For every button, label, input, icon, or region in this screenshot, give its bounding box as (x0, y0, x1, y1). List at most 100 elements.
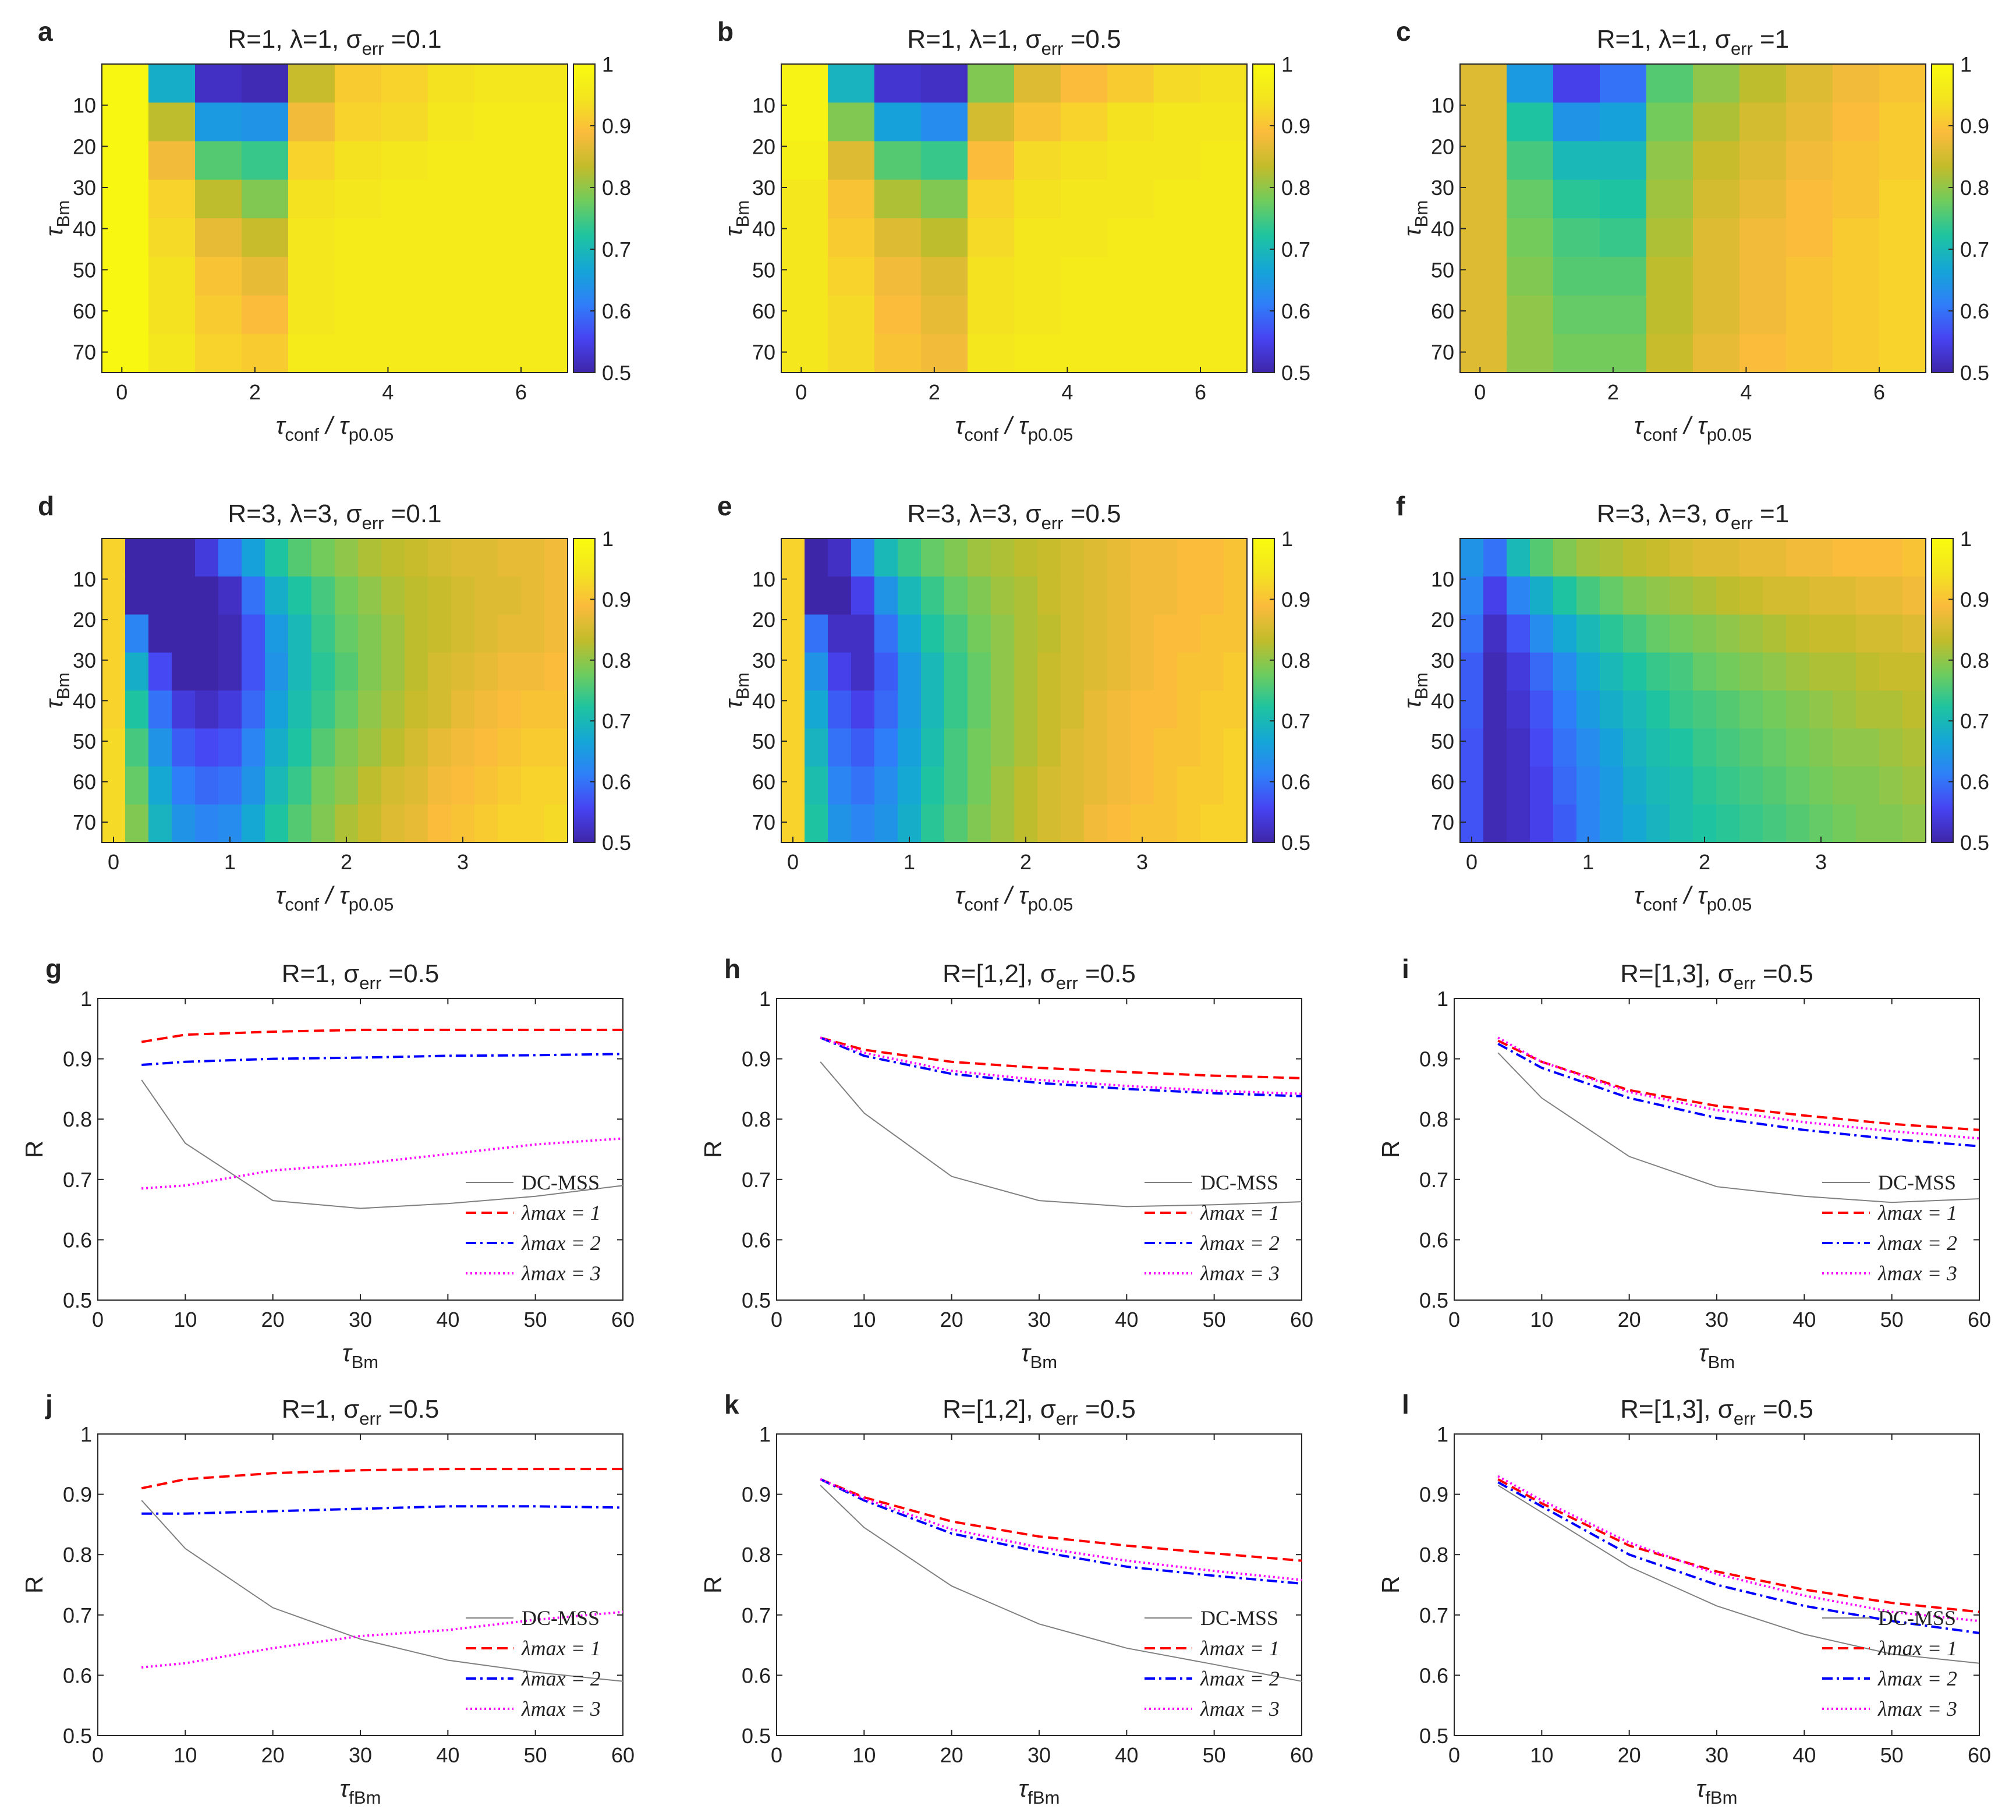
y-tick-label: 60 (752, 770, 775, 794)
heatmap-cell (1809, 576, 1833, 615)
heatmap-cell (1061, 218, 1108, 257)
heatmap-cell (1693, 334, 1740, 373)
heatmap-cell (335, 102, 382, 142)
heatmap-cell (921, 334, 968, 373)
heatmap-cell (242, 102, 289, 142)
title-subscript: err (1041, 38, 1064, 59)
heatmap-cell (195, 334, 242, 373)
heatmap-cell (1177, 652, 1201, 691)
heatmap-cell (242, 728, 265, 767)
heatmap-cell (1879, 141, 1926, 180)
ylabel-main: τ (1398, 226, 1426, 236)
heatmap-cell (242, 539, 265, 577)
heatmap-cell (1600, 539, 1624, 577)
colorbar-tick-label: 0.5 (1281, 361, 1310, 385)
heatmap-cell (102, 652, 126, 691)
y-tick-label: 50 (1431, 258, 1454, 282)
heatmap-cell (1553, 257, 1600, 296)
heatmap-cell (265, 614, 289, 653)
x-tick-label: 0 (771, 1743, 782, 1767)
heatmap-cell (474, 728, 498, 767)
heatmap-cell (288, 652, 312, 691)
series-line-lmax3 (141, 1610, 623, 1669)
heatmap-cell (1576, 576, 1600, 615)
heatmap-cell (428, 804, 452, 843)
xlabel-main: τ (1021, 1339, 1032, 1366)
heatmap-cell (1483, 614, 1507, 653)
heatmap-cell (498, 614, 522, 653)
heatmap-cell (1177, 539, 1201, 577)
heatmap-cell (335, 652, 359, 691)
heatmap-cell (968, 257, 1015, 296)
heatmap-cell (1507, 334, 1554, 373)
panel-g: 0 10 20 30 40 50 60 0.5 0.6 0.7 0.8 0.9 1 DC-MSS λmax … (20, 954, 635, 1372)
heatmap-cell (102, 179, 149, 219)
heatmap-cell (521, 141, 568, 180)
heatmap-cell (1507, 728, 1530, 767)
x-tick-label: 10 (1530, 1743, 1553, 1767)
heatmap-cell (1879, 295, 1926, 335)
colorbar-tick-label: 0.6 (1281, 770, 1310, 794)
xlabel-mid: / τ (998, 881, 1029, 909)
heatmap-cell (102, 295, 149, 335)
heatmap-cell (498, 766, 522, 805)
y-tick-label: 0.5 (742, 1724, 771, 1748)
heatmap-cell (805, 728, 828, 767)
heatmap-cell (1879, 804, 1903, 843)
y-tick-label: 1 (759, 1422, 771, 1446)
colorbar-tick-label: 0.6 (1281, 299, 1310, 323)
heatmap-cell (898, 728, 922, 767)
heatmap-cell (1507, 64, 1554, 103)
heatmap-cell (805, 539, 828, 577)
heatmap-cell (1646, 652, 1670, 691)
heatmap-cell (242, 179, 289, 219)
heatmap-cell (1200, 179, 1248, 219)
heatmap-cell (311, 576, 335, 615)
heatmap-cell (1553, 218, 1600, 257)
heatmap-cell (172, 539, 196, 577)
plot-frame (1459, 538, 1926, 843)
heatmap-cell (1460, 218, 1507, 257)
y-tick-label: 0.6 (1419, 1663, 1448, 1687)
title-subscript: err (1734, 973, 1756, 993)
heatmap-cell (1670, 728, 1693, 767)
heatmap-cell (1014, 179, 1061, 219)
heatmap-cell (521, 652, 545, 691)
title-end: =0.5 (1063, 500, 1121, 528)
x-axis-label: τBm (1699, 1339, 1735, 1372)
x-tick-label: 20 (261, 1743, 285, 1767)
heatmap-cell (148, 804, 172, 843)
panel-j: 0 10 20 30 40 50 60 0.5 0.6 0.7 0.8 0.9 1 DC-MSS λmax … (20, 1389, 635, 1808)
panel-letter: d (38, 491, 54, 521)
title-main: R=1, σ (282, 959, 360, 988)
x-tick-label: 0 (795, 380, 807, 404)
legend-entry-lmax2: λmax = 2 (1877, 1667, 1957, 1690)
heatmap-cell (172, 652, 196, 691)
colorbar-tick-label: 0.9 (1960, 114, 1989, 138)
heatmap-cell (1507, 539, 1530, 577)
series-line-dc_mss (820, 1061, 1302, 1208)
heatmap-cell (944, 652, 968, 691)
x-tick-label: 50 (1203, 1308, 1226, 1332)
heatmap-cell (288, 334, 335, 373)
xlabel-subscript-2: p0.05 (1707, 424, 1752, 445)
panel-title: R=1, λ=1, σerr =1 (1597, 25, 1789, 59)
heatmap-cell (1107, 766, 1131, 805)
heatmap-cell (1833, 576, 1856, 615)
heatmap-cell (1856, 766, 1880, 805)
y-tick-label: 70 (1431, 341, 1454, 364)
heatmap-cell (1786, 766, 1810, 805)
heatmap-cell (944, 804, 968, 843)
heatmap-cell (1460, 804, 1484, 843)
heatmap-cell (195, 257, 242, 296)
legend-entry-dc_mss: DC-MSS (1200, 1606, 1278, 1630)
heatmap-cell (1739, 257, 1787, 296)
heatmap-cell (874, 334, 922, 373)
heatmap-cell (1553, 64, 1600, 103)
heatmap-cell (358, 652, 382, 691)
heatmap-cell (405, 576, 428, 615)
y-axis-label: R (1377, 1576, 1404, 1594)
heatmap-cell (1833, 539, 1856, 577)
